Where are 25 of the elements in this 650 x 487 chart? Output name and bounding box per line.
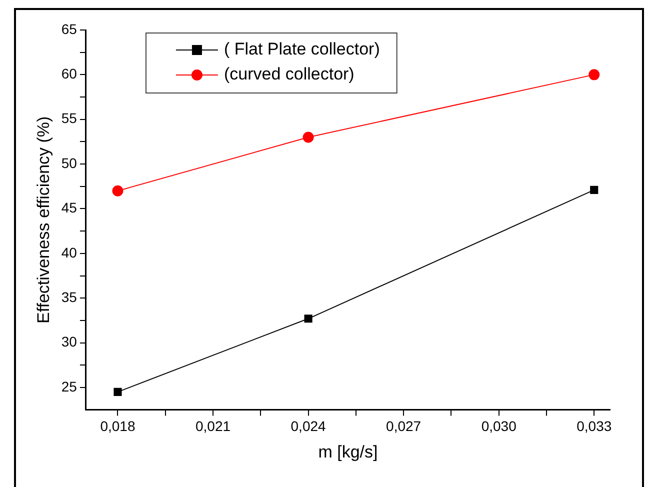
y-tick-label: 30 xyxy=(61,334,78,350)
point xyxy=(588,69,600,80)
x-axis-title: m [kg/s] xyxy=(318,442,378,462)
point xyxy=(112,185,124,196)
x-tick-label: 0,021 xyxy=(195,418,231,434)
y-axis-title: Effectiveness efficiency (%) xyxy=(34,116,53,324)
y-tick-label: 60 xyxy=(61,66,78,82)
y-tick-label: 40 xyxy=(61,244,78,260)
point xyxy=(302,132,314,143)
x-tick-label: 0,030 xyxy=(481,418,517,434)
y-tick-label: 55 xyxy=(61,110,78,126)
legend-label: ( Flat Plate collector) xyxy=(224,40,380,59)
y-tick-label: 25 xyxy=(61,378,78,394)
x-tick-label: 0,033 xyxy=(576,418,612,434)
point xyxy=(590,186,598,194)
point xyxy=(114,388,122,396)
y-tick-label: 50 xyxy=(61,154,78,171)
point xyxy=(304,314,312,323)
x-tick-label: 0,024 xyxy=(290,418,326,434)
y-tick-label: 65 xyxy=(61,20,78,37)
x-tick-label: 0,027 xyxy=(386,418,422,434)
x-tick-label: 0,018 xyxy=(100,418,136,434)
y-tick-label: 35 xyxy=(61,288,78,305)
legend-label: (curved collector) xyxy=(224,64,354,84)
y-tick-label: 45 xyxy=(61,200,78,216)
